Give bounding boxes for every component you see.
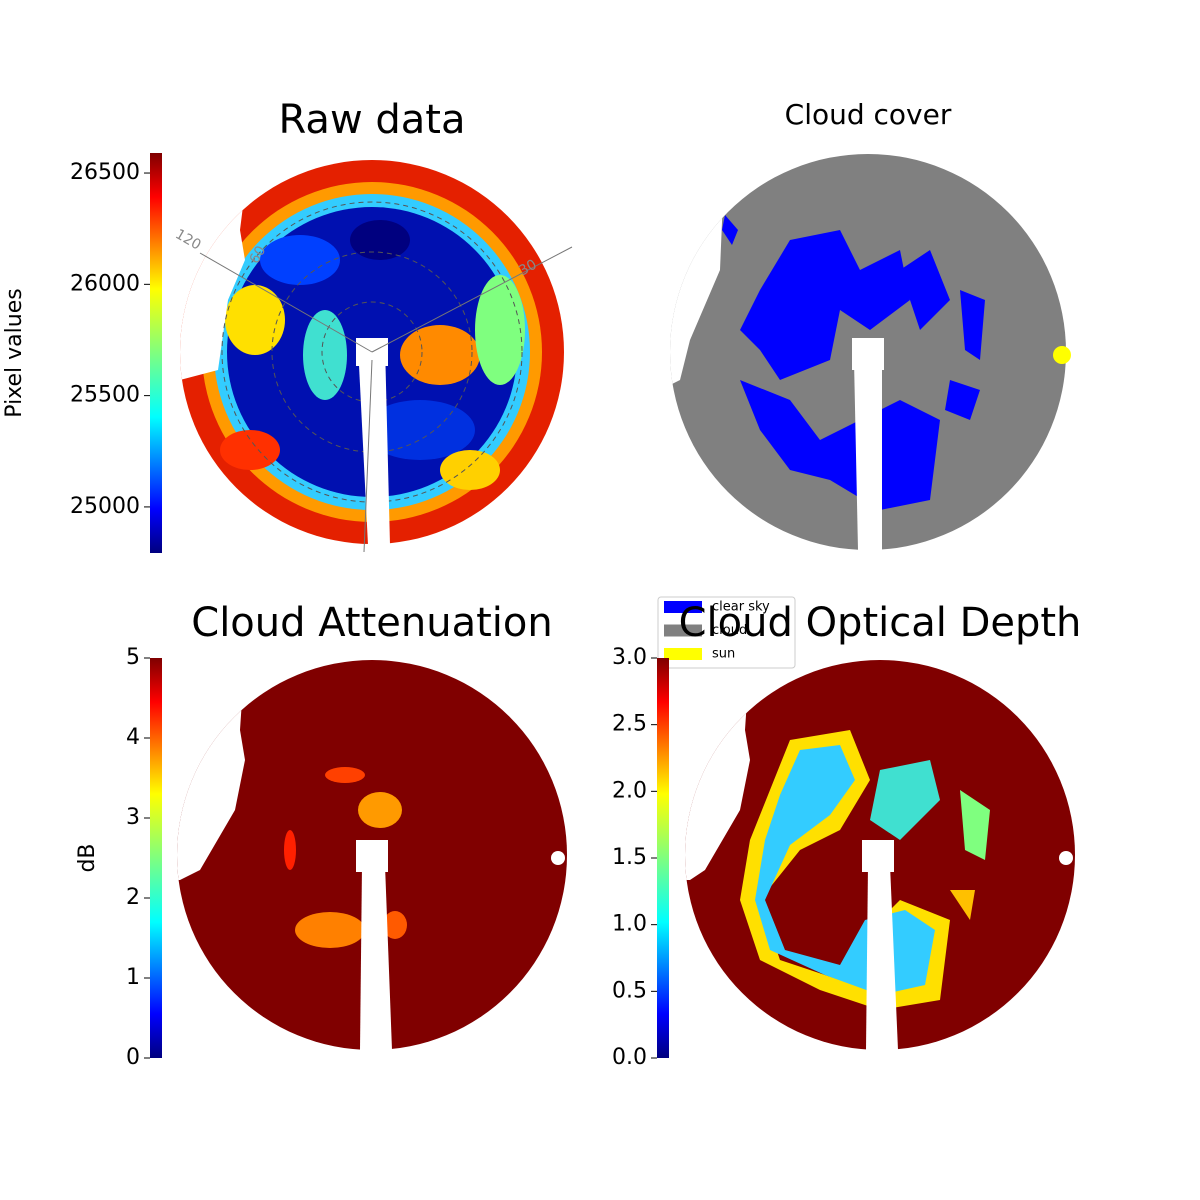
panel-title: Cloud Attenuation <box>191 600 552 646</box>
colorbar-tick-label: 0.0 <box>612 1045 647 1070</box>
colorbar-tick-label: 2.0 <box>612 778 647 803</box>
polar-label: 60 <box>247 243 270 266</box>
colorbar-tick-label: 3.0 <box>612 645 647 670</box>
legend-label: clear sky <box>712 600 770 615</box>
legend-label: sun <box>712 647 735 662</box>
colorbar-label: dB <box>75 843 100 872</box>
legend-swatch <box>664 648 702 660</box>
colorbar-tick-label: 1 <box>126 965 140 990</box>
colorbar-tick-label: 1.5 <box>612 845 647 870</box>
colorbar-tick-label: 2 <box>126 885 140 910</box>
colorbar <box>150 153 162 553</box>
panel-title: Raw data <box>279 97 466 143</box>
colorbar-tick-label: 0 <box>126 1045 140 1070</box>
colorbar-tick-label: 5 <box>126 645 140 670</box>
colorbar <box>657 658 669 1058</box>
colorbar-tick-label: 4 <box>126 725 140 750</box>
polar-label: 120 <box>172 226 203 253</box>
colorbar-tick-label: 2.5 <box>612 712 647 737</box>
polar-label: 30 <box>516 257 539 280</box>
colorbar-tick-label: 25000 <box>70 494 140 519</box>
panel-title: Cloud cover <box>785 98 952 131</box>
colorbar-tick-label: 25500 <box>70 383 140 408</box>
colorbar-tick-label: 1.0 <box>612 912 647 937</box>
legend-swatch <box>664 624 702 637</box>
colorbar-tick-label: 3 <box>126 805 140 830</box>
colorbar <box>150 658 162 1058</box>
colorbar-tick-label: 26500 <box>70 160 140 185</box>
colorbar-tick-label: 0.5 <box>612 978 647 1003</box>
colorbar-label: Pixel values <box>2 288 27 417</box>
legend-label: cloud <box>712 623 747 638</box>
legend-swatch <box>664 601 702 613</box>
panel-title: Cloud Optical Depth <box>679 600 1082 646</box>
colorbar-tick-label: 26000 <box>70 271 140 296</box>
